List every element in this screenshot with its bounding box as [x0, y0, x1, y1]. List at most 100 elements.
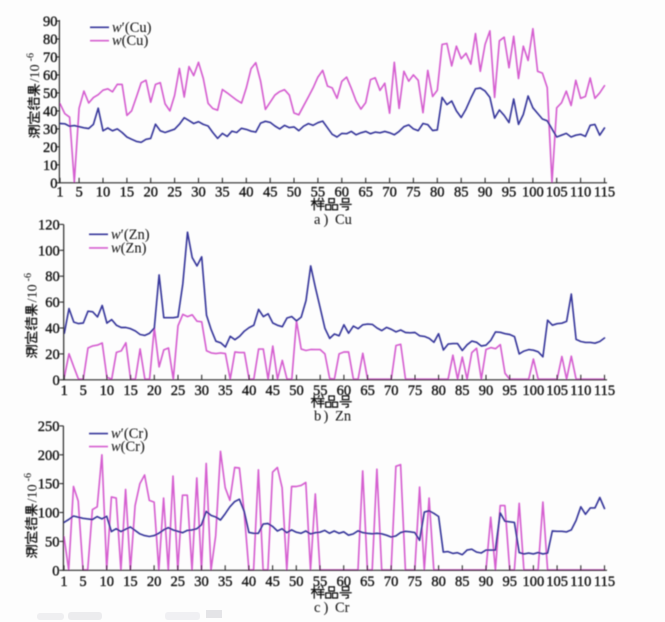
- svg-text:50: 50: [43, 86, 58, 102]
- svg-text:/10: /10: [26, 284, 41, 302]
- svg-text:w′(Zn): w′(Zn): [111, 227, 150, 243]
- svg-text:25: 25: [171, 574, 186, 590]
- svg-text:100: 100: [38, 243, 60, 259]
- svg-text:75: 75: [408, 574, 423, 590]
- svg-text:Cu: Cu: [335, 212, 352, 228]
- svg-text:60: 60: [336, 574, 351, 590]
- svg-text:65: 65: [360, 574, 375, 590]
- svg-text:90: 90: [43, 14, 58, 30]
- svg-text:/10: /10: [28, 64, 43, 82]
- svg-text:15: 15: [123, 574, 138, 590]
- svg-text:115: 115: [594, 383, 615, 399]
- svg-text:-6: -6: [23, 473, 34, 481]
- svg-text:50: 50: [289, 574, 304, 590]
- svg-text:65: 65: [358, 185, 373, 201]
- svg-text:1: 1: [61, 383, 68, 399]
- svg-text:w(Cr): w(Cr): [111, 439, 145, 455]
- svg-text:40: 40: [45, 321, 60, 337]
- svg-text:55: 55: [313, 383, 328, 399]
- svg-text:110: 110: [570, 574, 591, 590]
- svg-text:110: 110: [570, 185, 591, 201]
- svg-text:55: 55: [311, 185, 326, 201]
- svg-text:30: 30: [194, 383, 209, 399]
- svg-text:30: 30: [43, 122, 58, 138]
- svg-text:10: 10: [99, 574, 114, 590]
- svg-text:80: 80: [43, 32, 58, 48]
- svg-text:55: 55: [313, 574, 328, 590]
- svg-text:105: 105: [546, 185, 568, 201]
- svg-text:40: 40: [242, 383, 257, 399]
- svg-text:30: 30: [191, 185, 206, 201]
- svg-text:1: 1: [60, 574, 67, 590]
- svg-text:20: 20: [147, 574, 162, 590]
- svg-text:10: 10: [43, 158, 58, 174]
- svg-text:70: 70: [43, 50, 58, 66]
- svg-text:25: 25: [171, 383, 186, 399]
- svg-text:45: 45: [263, 185, 278, 201]
- svg-text:80: 80: [45, 269, 60, 285]
- svg-text:w′(Cr): w′(Cr): [111, 426, 148, 442]
- svg-text:35: 35: [215, 185, 230, 201]
- svg-text:60: 60: [45, 295, 60, 311]
- svg-text:20: 20: [147, 383, 162, 399]
- svg-text:): ): [324, 409, 329, 425]
- svg-text:95: 95: [502, 383, 517, 399]
- svg-text:-6: -6: [26, 53, 37, 61]
- svg-text:40: 40: [242, 574, 257, 590]
- svg-text:w(Zn): w(Zn): [111, 240, 147, 256]
- svg-text:40: 40: [43, 104, 58, 120]
- svg-text:0: 0: [52, 563, 59, 579]
- svg-text:85: 85: [455, 574, 470, 590]
- svg-text:5: 5: [75, 185, 82, 201]
- svg-text:80: 80: [430, 185, 445, 201]
- svg-text:90: 90: [479, 574, 494, 590]
- svg-text:200: 200: [38, 448, 60, 464]
- svg-text:70: 70: [384, 574, 399, 590]
- svg-text:30: 30: [194, 574, 209, 590]
- svg-text:115: 115: [594, 574, 615, 590]
- svg-text:0: 0: [50, 176, 57, 192]
- svg-text:): ): [324, 212, 329, 228]
- svg-text:10: 10: [96, 185, 111, 201]
- svg-text:/10: /10: [26, 484, 41, 502]
- svg-text:95: 95: [502, 185, 517, 201]
- svg-text:w′(Cu): w′(Cu): [112, 20, 152, 36]
- svg-text:35: 35: [218, 383, 233, 399]
- svg-text:35: 35: [218, 574, 233, 590]
- svg-text:60: 60: [43, 68, 58, 84]
- svg-text:5: 5: [79, 574, 86, 590]
- svg-text:10: 10: [100, 383, 115, 399]
- svg-text:50: 50: [287, 185, 302, 201]
- svg-text:20: 20: [143, 185, 158, 201]
- svg-text:50: 50: [45, 534, 60, 550]
- svg-text:-6: -6: [23, 273, 34, 281]
- svg-text:90: 90: [479, 383, 494, 399]
- svg-text:150: 150: [38, 477, 60, 493]
- svg-text:1: 1: [56, 185, 63, 201]
- svg-text:75: 75: [406, 185, 421, 201]
- svg-text:80: 80: [431, 383, 446, 399]
- svg-text:15: 15: [120, 185, 135, 201]
- svg-text:60: 60: [335, 185, 350, 201]
- svg-text:60: 60: [337, 383, 352, 399]
- svg-text:100: 100: [523, 574, 545, 590]
- svg-text:25: 25: [167, 185, 182, 201]
- svg-text:40: 40: [239, 185, 254, 201]
- svg-text:80: 80: [431, 574, 446, 590]
- svg-text:w(Cu): w(Cu): [112, 33, 148, 49]
- svg-text:Cr: Cr: [335, 600, 350, 616]
- svg-text:): ): [324, 600, 329, 616]
- svg-text:b: b: [314, 409, 321, 425]
- svg-text:0: 0: [53, 373, 60, 389]
- svg-text:85: 85: [454, 185, 469, 201]
- svg-text:Zn: Zn: [335, 409, 352, 425]
- svg-text:100: 100: [38, 506, 60, 522]
- svg-text:110: 110: [570, 383, 591, 399]
- svg-text:105: 105: [546, 574, 568, 590]
- svg-text:95: 95: [502, 574, 517, 590]
- svg-text:100: 100: [522, 185, 544, 201]
- svg-text:5: 5: [80, 383, 87, 399]
- svg-text:70: 70: [384, 383, 399, 399]
- svg-text:15: 15: [123, 383, 138, 399]
- svg-text:90: 90: [478, 185, 493, 201]
